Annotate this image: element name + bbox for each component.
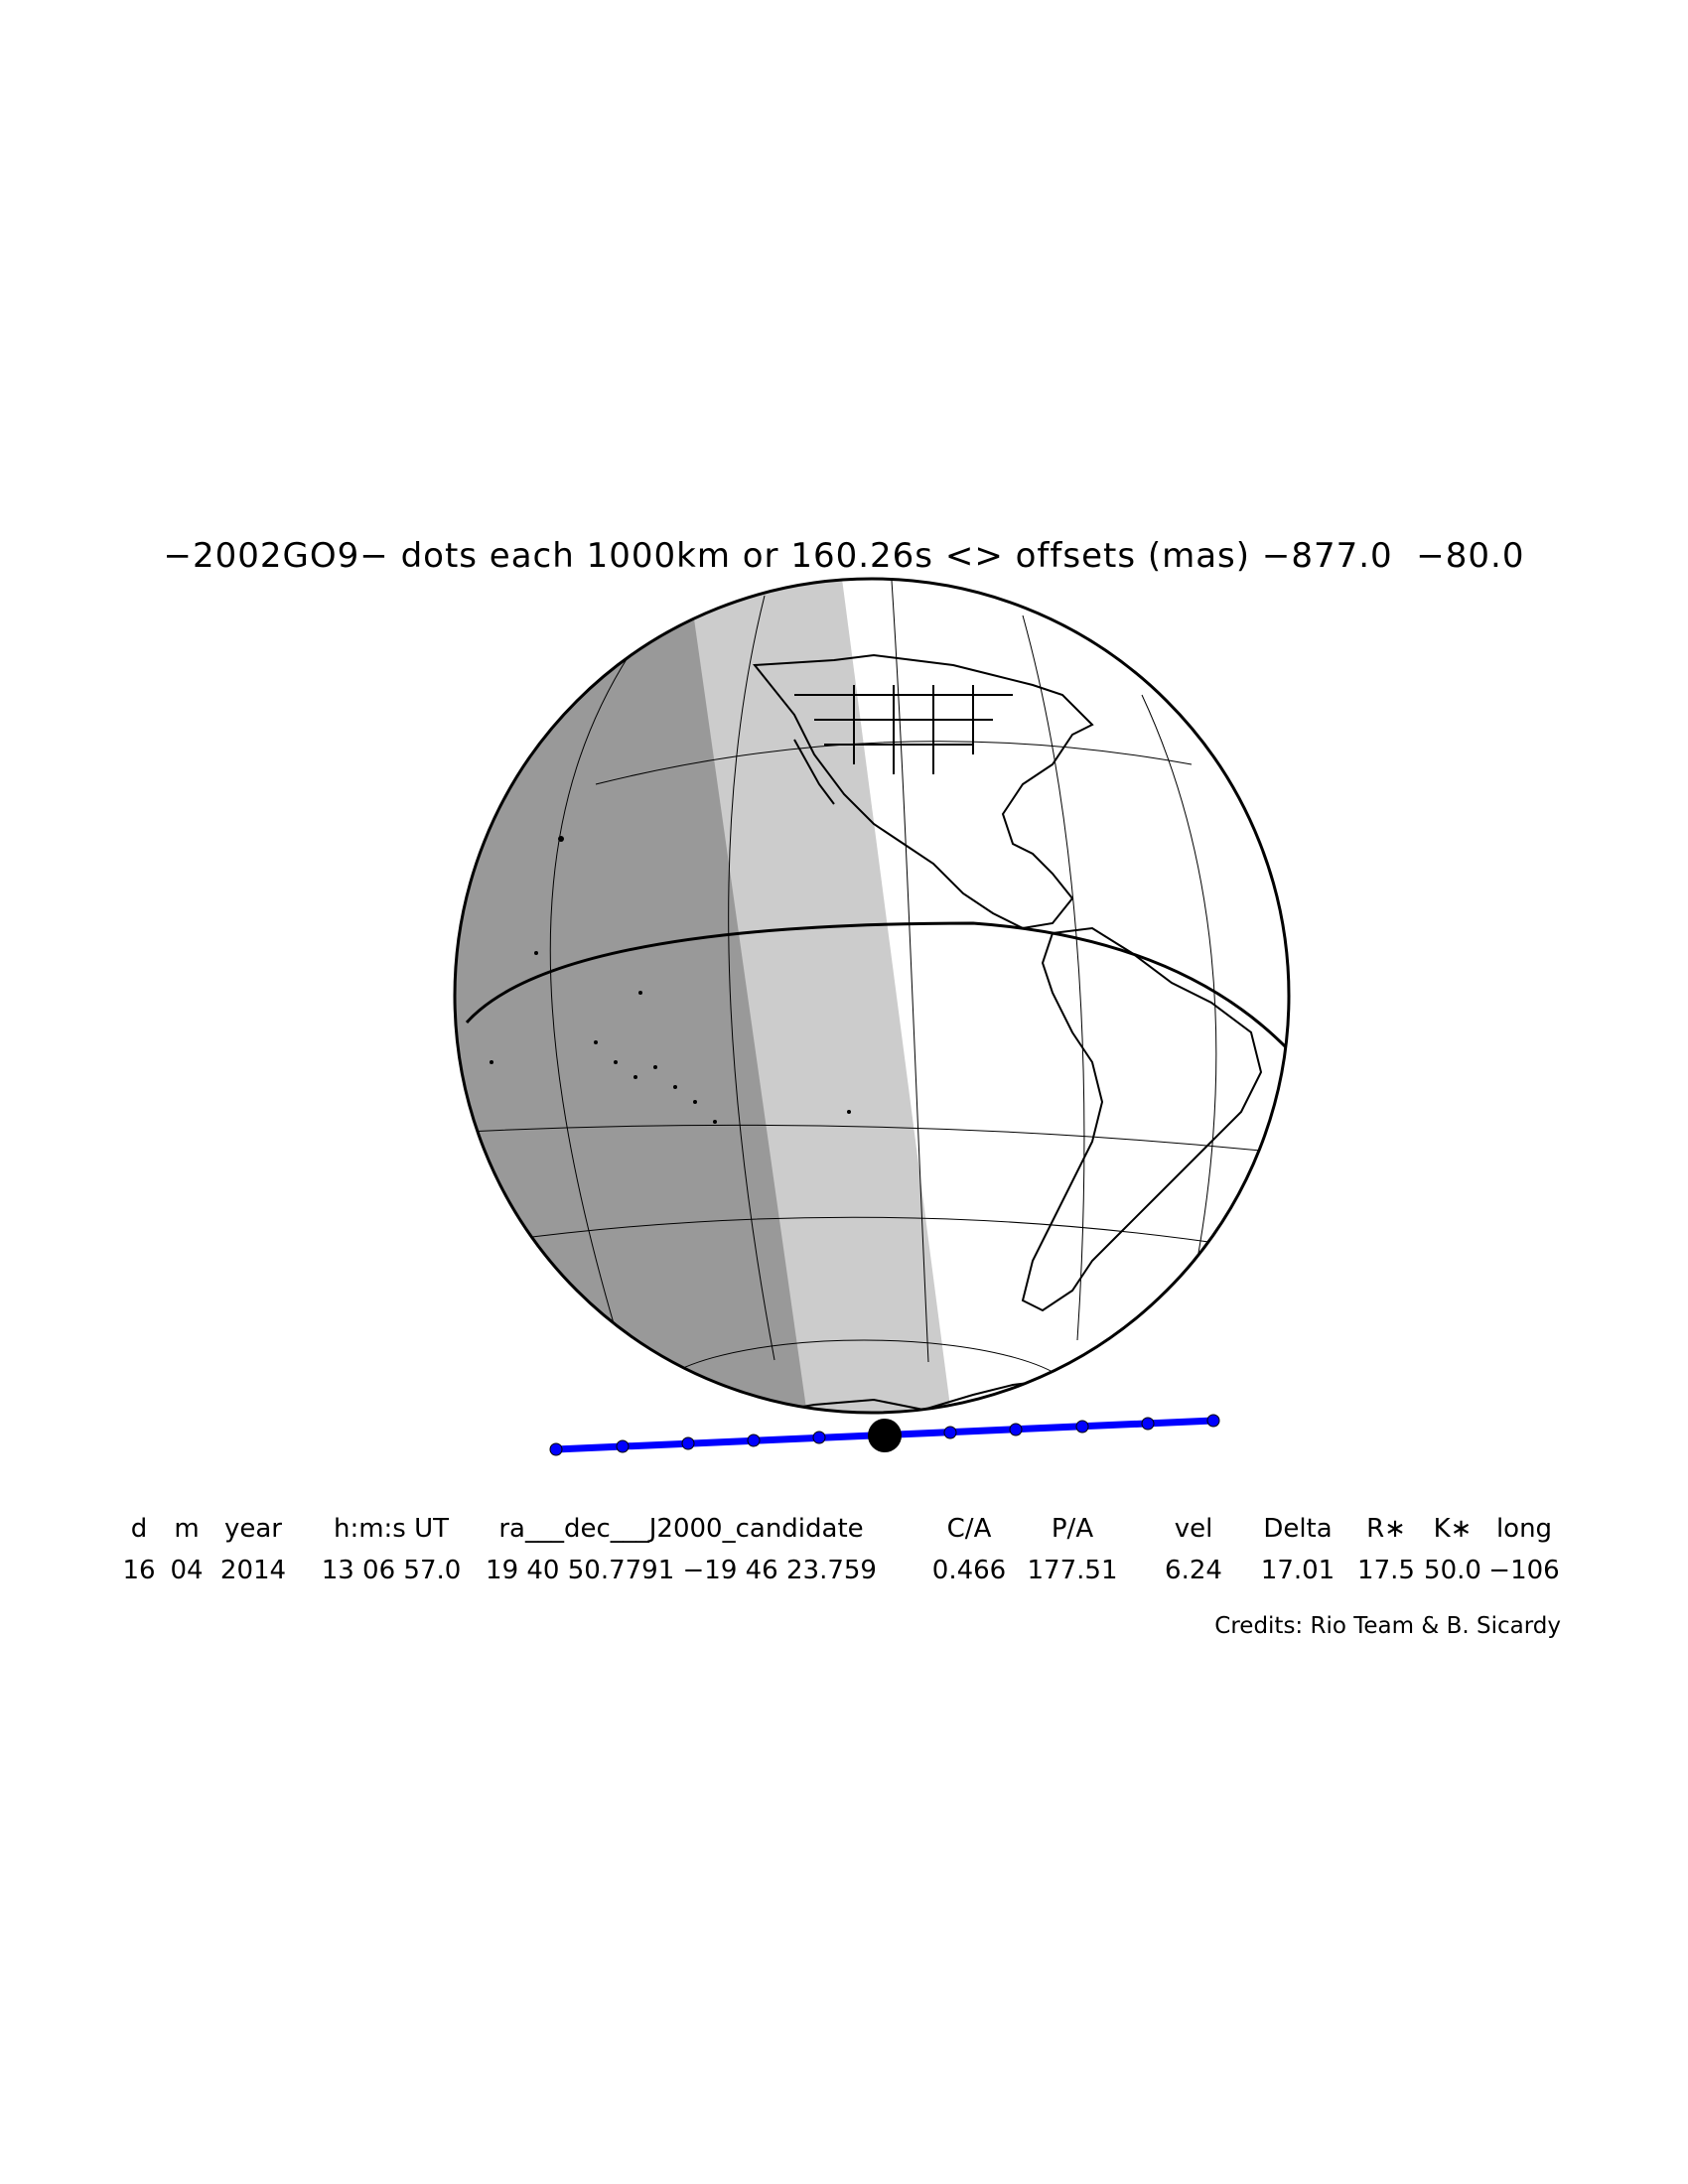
column-header-ca: C/A <box>946 1514 992 1544</box>
island-dot <box>558 836 564 842</box>
baja-california-outline <box>793 739 835 805</box>
island-dot <box>693 1100 697 1104</box>
path-dot <box>1075 1420 1089 1433</box>
value-vel: 6.24 <box>1165 1556 1222 1585</box>
path-dot <box>1009 1423 1023 1436</box>
column-header-pa: P/A <box>1051 1514 1094 1544</box>
column-header-r-star: R∗ <box>1366 1514 1406 1544</box>
meridian-line <box>891 580 929 1363</box>
us-state-grid <box>794 685 1013 774</box>
globe-outline <box>453 577 1291 1415</box>
path-dot <box>812 1431 826 1444</box>
path-dot <box>747 1433 761 1447</box>
island-dot <box>713 1120 717 1124</box>
value-year: 2014 <box>219 1556 287 1585</box>
value-ca: 0.466 <box>931 1556 1007 1585</box>
path-dot <box>681 1436 695 1450</box>
column-header-k-star: K∗ <box>1433 1514 1473 1544</box>
island-dot <box>638 991 642 995</box>
meridian-line <box>549 644 636 1331</box>
island-dot <box>594 1040 598 1044</box>
value-day: 16 <box>122 1556 156 1585</box>
value-k-star: 50.0 <box>1424 1556 1481 1585</box>
value-r-star: 17.5 <box>1357 1556 1415 1585</box>
value-coordinates: 19 40 50.7791 −19 46 23.759 <box>486 1556 877 1585</box>
column-header-vel: vel <box>1174 1514 1213 1544</box>
column-header-year: year <box>223 1514 283 1544</box>
column-header-time: h:m:s UT <box>333 1514 450 1544</box>
value-time: 13 06 57.0 <box>321 1556 462 1585</box>
island-dot <box>469 1139 475 1145</box>
credits-text: Credits: Rio Team & B. Sicardy <box>1214 1613 1561 1639</box>
island-dot <box>653 1065 657 1069</box>
chart-title: −2002GO9− dots each 1000km or 160.26s <>… <box>163 536 1525 576</box>
island-dot <box>490 1060 493 1064</box>
value-pa: 177.51 <box>1027 1556 1118 1585</box>
island-dot <box>614 1060 618 1064</box>
path-dot <box>1206 1414 1220 1428</box>
island-dot <box>673 1085 677 1089</box>
path-dot <box>616 1439 630 1453</box>
path-dots <box>549 1414 1220 1456</box>
equator-line <box>465 921 1289 1054</box>
north-america-outline <box>753 653 1094 930</box>
island-dot <box>633 1075 637 1079</box>
latitude-line <box>466 1124 1272 1153</box>
column-header-month: m <box>174 1514 200 1544</box>
path-dot <box>1141 1417 1155 1431</box>
column-header-delta: Delta <box>1263 1514 1333 1544</box>
value-long: −106 <box>1488 1556 1560 1585</box>
column-header-coordinates: ra___dec___J2000_candidate <box>498 1514 864 1544</box>
meridian-line <box>1022 614 1085 1341</box>
column-header-long: long <box>1495 1514 1553 1544</box>
path-dot <box>943 1426 957 1439</box>
value-month: 04 <box>170 1556 204 1585</box>
south-america-outline <box>1021 926 1263 1312</box>
island-dot <box>534 951 538 955</box>
column-header-day: d <box>130 1514 148 1544</box>
path-dot <box>549 1442 563 1456</box>
closest-approach-marker <box>868 1419 902 1452</box>
latitude-line <box>500 1216 1237 1247</box>
value-delta: 17.01 <box>1260 1556 1336 1585</box>
island-dot <box>847 1110 851 1114</box>
